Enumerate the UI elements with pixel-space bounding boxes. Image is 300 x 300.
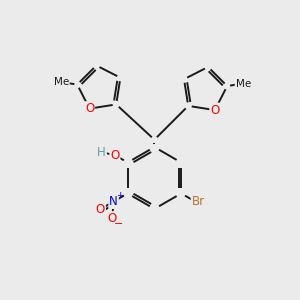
Text: O: O	[107, 212, 117, 225]
Text: Me: Me	[236, 79, 251, 88]
Text: Br: Br	[192, 195, 205, 208]
Text: +: +	[116, 190, 123, 200]
Text: −: −	[113, 219, 123, 229]
Text: O: O	[110, 149, 119, 162]
Text: O: O	[85, 102, 94, 115]
Text: H: H	[97, 146, 106, 159]
Text: Me: Me	[54, 77, 69, 87]
Text: O: O	[96, 203, 105, 216]
Text: N: N	[109, 195, 118, 208]
Text: O: O	[210, 103, 220, 117]
